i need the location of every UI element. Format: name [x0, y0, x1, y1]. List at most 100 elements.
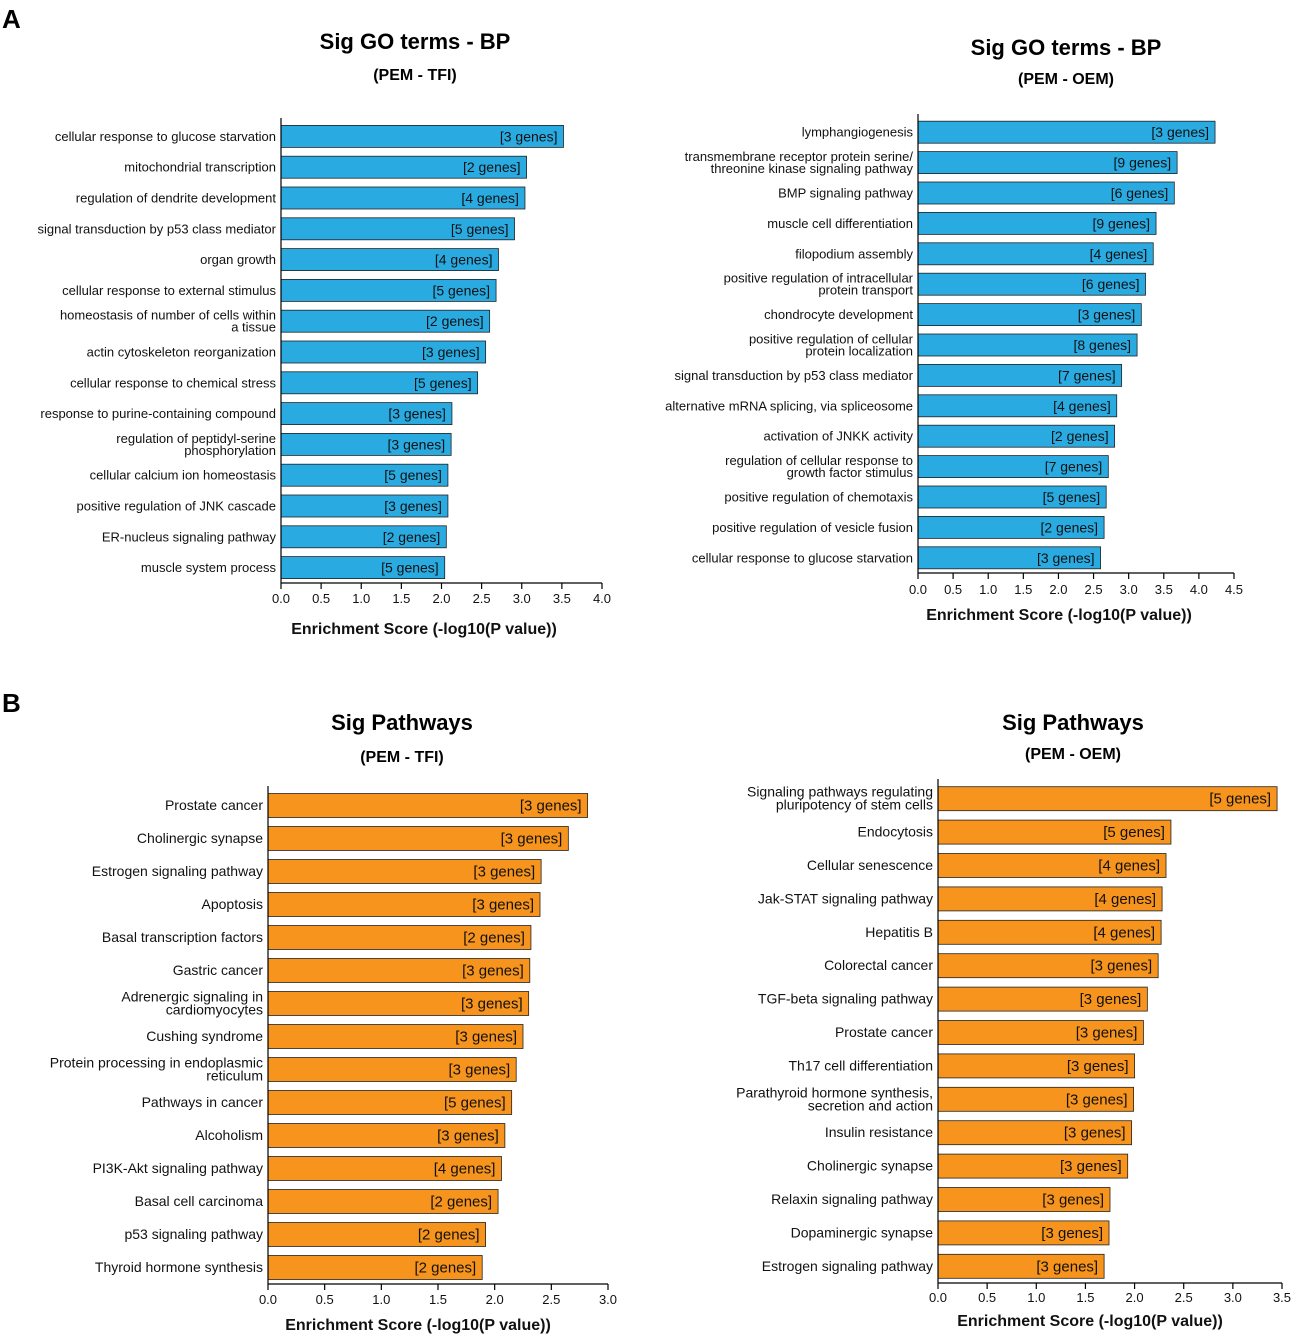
bar-data-label: [3 genes]: [1064, 1125, 1126, 1142]
bar: [937, 1053, 1135, 1079]
x-tick-label: 1.0: [352, 591, 370, 606]
category-label: Alcoholism: [195, 1127, 263, 1143]
chart-pathways-oem: Sig Pathways (PEM - OEM) [5 genes] Signalin…: [736, 710, 1291, 1330]
category-label: actin cytoskeleton reorganization: [87, 345, 276, 360]
bar-data-label: [5 genes]: [451, 221, 509, 237]
category-label: mitochondrial transcription: [124, 160, 276, 175]
x-axis-label: Enrichment Score (-log10(P value)): [926, 607, 1192, 624]
bar-data-label: [8 genes]: [1073, 337, 1131, 353]
bar-data-label: [3 genes]: [473, 864, 535, 881]
x-tick-label: 1.5: [1076, 1290, 1094, 1305]
bar-data-label: [5 genes]: [1209, 791, 1271, 808]
category-label: positive regulation of intracellular prot…: [724, 271, 914, 298]
bar-data-label: [3 genes]: [472, 897, 534, 914]
category-label: organ growth: [200, 252, 276, 267]
x-tick-label: 3.5: [553, 591, 571, 606]
bar: [937, 919, 1162, 945]
bar: [267, 1090, 513, 1115]
bar: [937, 1086, 1134, 1112]
category-label: transmembrane receptor protein serine/th…: [685, 149, 914, 176]
bar-data-label: [4 genes]: [1053, 398, 1111, 414]
x-tick-label: 2.5: [1175, 1290, 1193, 1305]
category-label: filopodium assembly: [795, 246, 913, 261]
bar-data-label: [3 genes]: [388, 436, 446, 452]
category-label: Cushing syndrome: [146, 1028, 263, 1044]
category-label: alternative mRNA splicing, via spliceoso…: [665, 398, 913, 413]
bar: [937, 853, 1167, 878]
bar: [267, 859, 542, 884]
category-label: cellular response to glucose starvation: [692, 550, 913, 565]
x-tick-label: 3.0: [1224, 1290, 1242, 1305]
bar: [937, 986, 1148, 1012]
x-tick-label: 0.0: [929, 1290, 947, 1305]
bar: [267, 1156, 502, 1181]
category-label: Protein processing in endoplasmic reticul…: [50, 1055, 263, 1084]
category-label: Gastric cancer: [173, 962, 264, 978]
bar-data-label: [3 genes]: [462, 963, 524, 980]
bar: [937, 886, 1163, 912]
x-tick-label: 1.5: [429, 1292, 447, 1307]
panel-label-b: B: [2, 688, 21, 718]
x-tick-label: 4.0: [593, 591, 611, 606]
category-label: Prostate cancer: [835, 1024, 933, 1040]
x-tick-label: 0.5: [944, 582, 962, 597]
bar-data-label: [3 genes]: [1042, 1192, 1104, 1209]
x-axis-label: Enrichment Score (-log10(P value)): [285, 1317, 551, 1334]
chart-pathways-tfi: Sig Pathways (PEM - TFI) [3 genes] Prostate…: [50, 710, 617, 1334]
bar-data-label: [2 genes]: [1051, 428, 1109, 444]
category-label: Pathways in cancer: [142, 1094, 264, 1110]
bar-data-label: [3 genes]: [1151, 124, 1209, 140]
chart-title: Sig GO terms - BP: [971, 35, 1162, 60]
bar-data-label: [3 genes]: [500, 128, 558, 144]
x-tick-label: 3.0: [599, 1292, 617, 1307]
category-label: Insulin resistance: [825, 1124, 933, 1140]
bar-data-label: [3 genes]: [384, 498, 442, 514]
bar-data-label: [2 genes]: [426, 313, 484, 329]
category-label: homeostasis of number of cells within a t…: [60, 308, 276, 335]
x-tick-label: 1.0: [979, 582, 997, 597]
bar-data-label: [4 genes]: [1094, 891, 1156, 908]
bar-data-label: [5 genes]: [384, 467, 442, 483]
category-label: Dopaminergic synapse: [791, 1224, 934, 1240]
chart-title: Sig Pathways: [331, 710, 473, 735]
x-tick-label: 3.5: [1273, 1290, 1291, 1305]
x-axis-label: Enrichment Score (-log10(P value)): [957, 1313, 1223, 1330]
bar-data-label: [3 genes]: [437, 1128, 499, 1145]
bar-data-label: [4 genes]: [1090, 246, 1148, 262]
bar-data-label: [4 genes]: [1098, 858, 1160, 875]
bar: [267, 1255, 483, 1280]
bar-data-label: [2 genes]: [418, 1227, 480, 1244]
bar-data-label: [9 genes]: [1092, 215, 1150, 231]
bar: [937, 1153, 1129, 1179]
category-label: activation of JNKK activity: [763, 429, 913, 444]
category-label: muscle system process: [141, 560, 277, 575]
bar-data-label: [3 genes]: [1036, 1258, 1098, 1275]
category-label: p53 signaling pathway: [124, 1226, 263, 1242]
category-label: Signaling pathways regulating pluripotenc…: [747, 784, 933, 813]
category-label: Jak-STAT signaling pathway: [758, 890, 933, 906]
bar: [937, 1120, 1133, 1146]
bar-data-label: [4 genes]: [1093, 924, 1155, 941]
x-tick-label: 1.5: [1014, 582, 1032, 597]
category-label: signal transduction by p53 class mediato…: [675, 368, 914, 383]
category-label: Relaxin signaling pathway: [771, 1191, 933, 1207]
bar-data-label: [5 genes]: [444, 1095, 506, 1112]
category-label: Hepatitis B: [865, 924, 933, 940]
category-label: cellular response to external stimulus: [62, 283, 276, 298]
x-tick-label: 2.5: [1085, 582, 1103, 597]
category-label: positive regulation of cellular protein l…: [749, 332, 914, 359]
bar-data-label: [3 genes]: [501, 831, 563, 848]
bar-data-label: [3 genes]: [1067, 1058, 1129, 1075]
bar-data-label: [3 genes]: [455, 1029, 517, 1046]
chart-go-terms-oem: Sig GO terms - BP (PEM - OEM) [3 genes] lym…: [665, 35, 1243, 624]
x-tick-label: 0.5: [312, 591, 330, 606]
category-label: Basal transcription factors: [102, 929, 263, 945]
category-label: Adrenergic signaling in cardiomyocytes: [121, 989, 263, 1018]
category-label: positive regulation of chemotaxis: [724, 490, 913, 505]
panel-label-a: A: [2, 4, 21, 34]
x-axis-label: Enrichment Score (-log10(P value)): [291, 621, 557, 638]
bar: [937, 819, 1172, 845]
x-tick-label: 1.0: [372, 1292, 390, 1307]
bar-data-label: [3 genes]: [520, 798, 582, 815]
